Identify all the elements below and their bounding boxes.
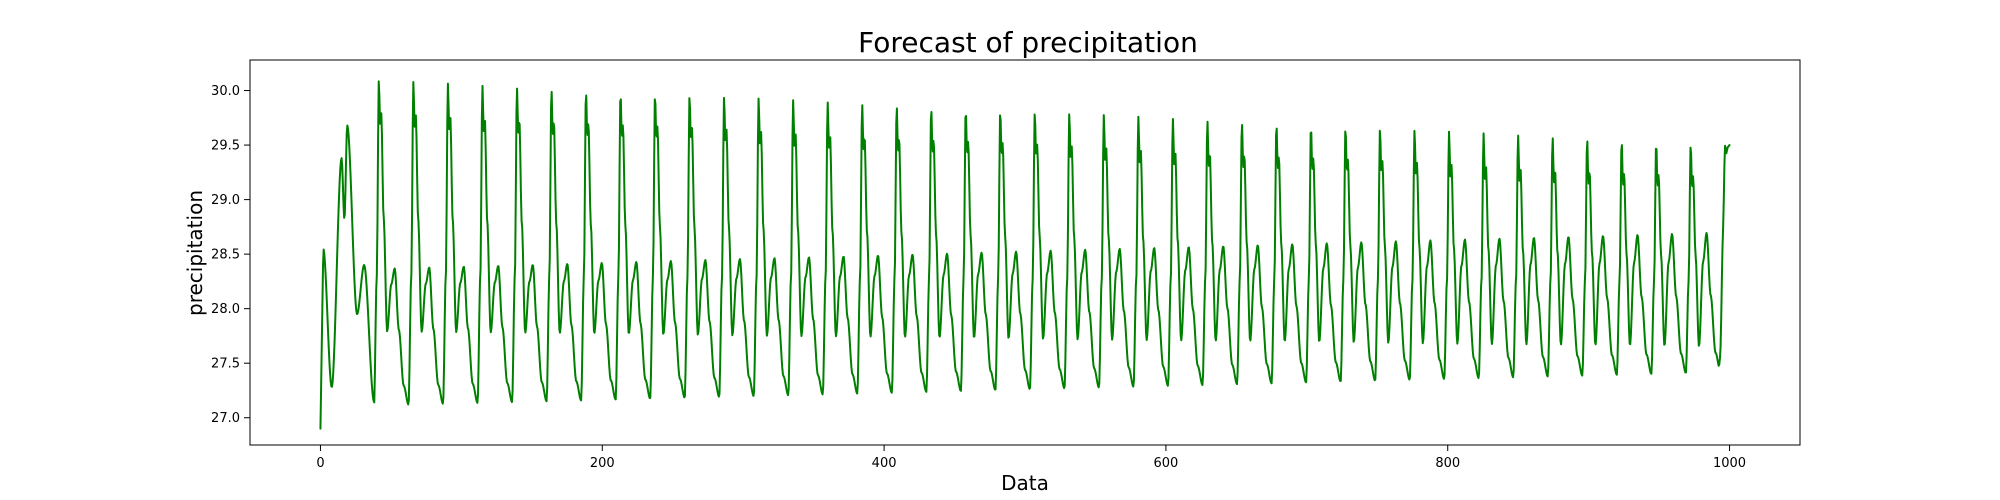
y-tick-label: 28.5 — [211, 248, 240, 263]
y-tick-label: 27.0 — [211, 411, 240, 426]
x-axis-label: Data — [1001, 471, 1049, 495]
y-tick-label: 28.0 — [211, 302, 240, 317]
plot-frame — [249, 59, 1801, 446]
y-axis-label: precipitation — [183, 190, 207, 316]
y-tick-label: 27.5 — [211, 357, 240, 372]
x-axis-ticks: 0 200 400 600 800 1000 — [316, 445, 1746, 471]
x-tick-label: 0 — [316, 456, 324, 471]
y-tick-label: 30.0 — [211, 84, 240, 99]
x-tick-label: 1000 — [1713, 456, 1746, 471]
series-line — [319, 80, 1731, 430]
y-tick-label: 29.5 — [211, 139, 240, 154]
x-tick-label: 400 — [872, 456, 897, 471]
x-tick-label: 800 — [1435, 456, 1460, 471]
x-tick-label: 600 — [1153, 456, 1178, 471]
y-axis-ticks: 27.0 27.5 28.0 28.5 29.0 29.5 30.0 — [211, 84, 250, 426]
chart-title: Forecast of precipitation — [858, 26, 1198, 59]
plot-area: 0 200 400 600 800 1000 27.0 27.5 28.0 28.5 29.0 29… — [211, 59, 1801, 471]
x-tick-label: 200 — [590, 456, 615, 471]
y-tick-label: 29.0 — [211, 193, 240, 208]
